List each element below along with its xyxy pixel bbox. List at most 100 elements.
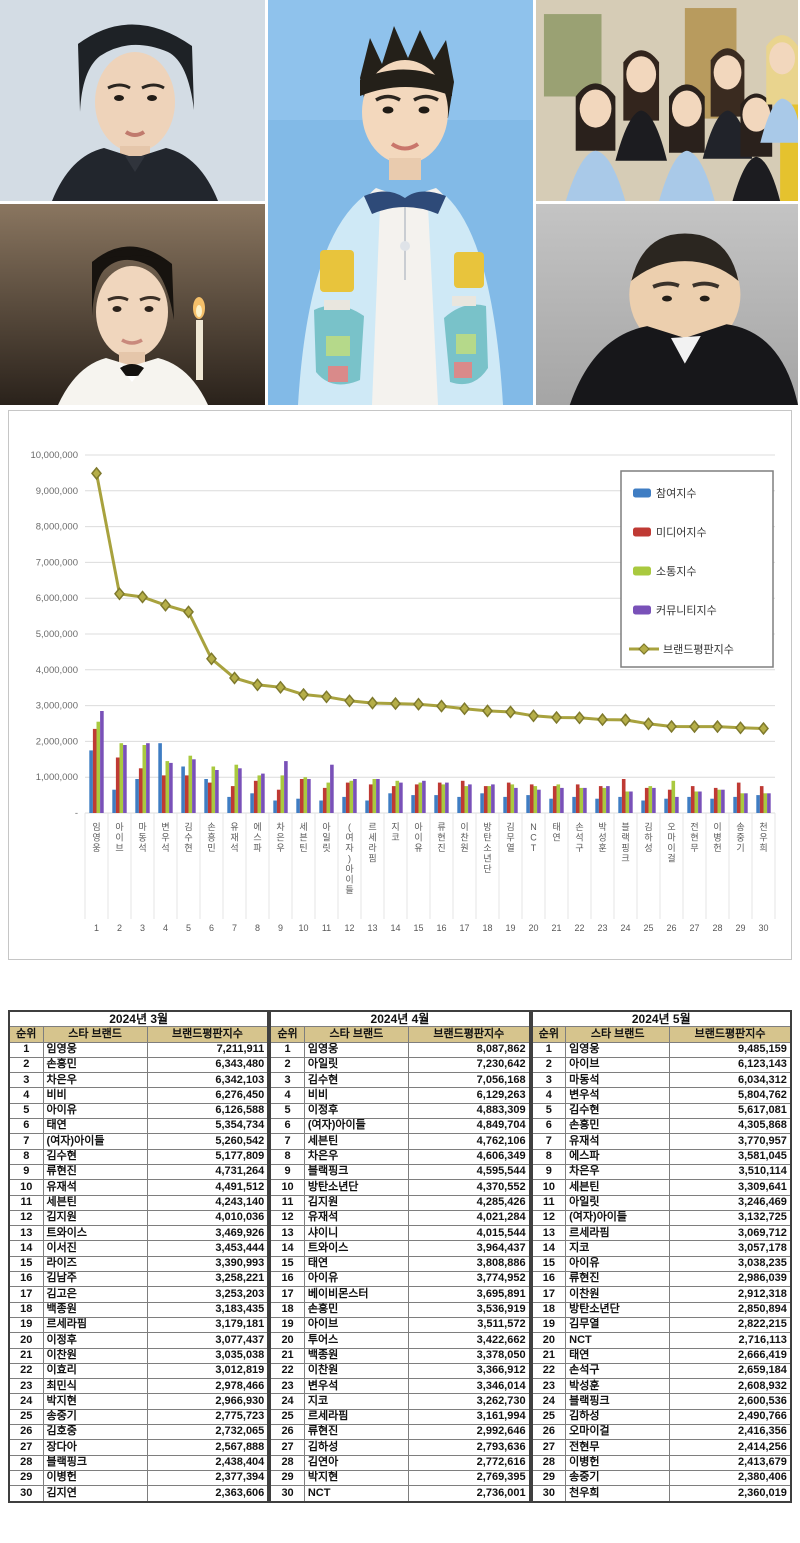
- svg-text:손: 손: [207, 822, 215, 832]
- svg-text:16: 16: [436, 923, 446, 933]
- svg-text:병: 병: [713, 833, 721, 843]
- table-row: 8 김수현 5,177,809: [8, 1148, 269, 1165]
- celebrity-photo-collage: [0, 0, 800, 405]
- ive-group-illustration: [536, 0, 798, 201]
- rank-cell: 26: [531, 1424, 567, 1441]
- star-brand-cell: 전현무: [565, 1439, 671, 1456]
- svg-text:아: 아: [345, 864, 354, 874]
- table-row: 18 손흥민 3,536,919: [269, 1301, 531, 1318]
- svg-text:2,000,000: 2,000,000: [36, 736, 78, 747]
- table-row: 7 세븐틴 4,762,106: [269, 1133, 531, 1150]
- rank-cell: 25: [8, 1408, 44, 1426]
- rank-cell: 6: [531, 1118, 567, 1135]
- index-value-cell: 3,770,957: [669, 1133, 792, 1150]
- svg-text:9: 9: [278, 923, 283, 933]
- svg-text:김: 김: [644, 821, 652, 832]
- svg-text:12: 12: [344, 923, 354, 933]
- table-row: 29 이병헌 2,377,394: [8, 1469, 269, 1487]
- table-row: 4 비비 6,276,450: [8, 1087, 269, 1104]
- svg-text:브: 브: [115, 843, 123, 853]
- star-brand-cell: 차은우: [303, 1148, 409, 1165]
- monthly-ranking-tables: 2024년 3월 순위 스타 브랜드 브랜드평판지수 1 임영웅 7,211,911 2 손흥민…: [8, 1010, 792, 1503]
- rank-cell: 16: [531, 1271, 567, 1288]
- index-value-cell: 9,485,159: [669, 1041, 792, 1058]
- star-brand-cell: 류현진: [565, 1271, 671, 1288]
- table-row: 17 김고은 3,253,203: [8, 1286, 269, 1303]
- star-brand-cell: NCT: [303, 1485, 409, 1502]
- table-row: 11 세븐틴 4,243,140: [8, 1194, 269, 1211]
- rank-cell: 4: [8, 1087, 44, 1104]
- svg-text:25: 25: [643, 923, 653, 933]
- index-value-cell: 6,343,480: [146, 1056, 269, 1074]
- svg-text:마: 마: [667, 833, 676, 843]
- index-value-cell: 3,536,919: [407, 1301, 531, 1318]
- star-brand-cell: 천우희: [565, 1485, 671, 1502]
- star-brand-cell: 차은우: [42, 1072, 148, 1089]
- index-value-cell: 3,057,178: [669, 1240, 792, 1257]
- svg-text:우: 우: [161, 833, 169, 843]
- index-value-cell: 3,183,435: [146, 1301, 269, 1318]
- svg-text:이: 이: [713, 822, 721, 832]
- svg-text:세: 세: [368, 833, 376, 843]
- byeon-woo-seok-photo: [0, 204, 265, 405]
- rank-cell: 16: [269, 1271, 305, 1288]
- svg-text:소: 소: [483, 843, 491, 853]
- index-value-cell: 3,390,993: [146, 1255, 269, 1273]
- index-value-cell: 5,177,809: [146, 1148, 269, 1165]
- star-brand-cell: 김지원: [42, 1209, 148, 1227]
- svg-text:파: 파: [253, 843, 262, 853]
- rank-cell: 11: [8, 1194, 44, 1211]
- table-row: 27 장다아 2,567,888: [8, 1439, 269, 1456]
- rank-cell: 29: [531, 1469, 567, 1487]
- rank-cell: 3: [269, 1072, 305, 1089]
- star-brand-cell: 손흥민: [303, 1301, 409, 1318]
- svg-text:핌: 핌: [368, 854, 376, 864]
- index-value-cell: 2,978,466: [146, 1378, 269, 1395]
- rank-cell: 23: [8, 1378, 44, 1395]
- star-brand-cell: 손석구: [565, 1362, 671, 1380]
- index-value-cell: 6,126,588: [146, 1102, 269, 1120]
- table-row: 26 오마이걸 2,416,356: [531, 1424, 792, 1441]
- rank-cell: 23: [269, 1378, 305, 1395]
- table-row: 6 (여자)아이들 4,849,704: [269, 1118, 531, 1135]
- table-row: 13 트와이스 3,469,926: [8, 1225, 269, 1242]
- index-value-cell: 3,069,712: [669, 1225, 792, 1242]
- index-value-cell: 2,414,256: [669, 1439, 792, 1456]
- rank-cell: 22: [8, 1362, 44, 1380]
- index-value-cell: 4,015,544: [407, 1225, 531, 1242]
- star-brand-cell: 이병헌: [42, 1469, 148, 1487]
- star-brand-cell: 김지원: [303, 1194, 409, 1211]
- table-row: 14 이서진 3,453,444: [8, 1240, 269, 1257]
- index-value-cell: 2,608,932: [669, 1378, 792, 1395]
- svg-text:년: 년: [483, 854, 491, 864]
- table-row: 25 송중기 2,775,723: [8, 1408, 269, 1426]
- kim-soo-hyun-photo: [0, 0, 265, 201]
- svg-text:18: 18: [482, 923, 492, 933]
- index-value-cell: 2,986,039: [669, 1271, 792, 1288]
- svg-text:커뮤니티지수: 커뮤니티지수: [656, 604, 717, 617]
- column-header: 순위: [8, 1026, 44, 1043]
- star-brand-cell: 태연: [42, 1118, 148, 1135]
- column-header: 스타 브랜드: [565, 1026, 671, 1043]
- table-row: 14 지코 3,057,178: [531, 1240, 792, 1257]
- rank-cell: 28: [531, 1454, 567, 1471]
- star-brand-cell: 라이즈: [42, 1255, 148, 1273]
- star-brand-cell: 지코: [565, 1240, 671, 1257]
- table-row: 24 지코 3,262,730: [269, 1393, 531, 1410]
- svg-text:14: 14: [390, 923, 400, 933]
- ma-dong-seok-photo: [536, 204, 798, 405]
- svg-text:6: 6: [209, 923, 214, 933]
- svg-text:일: 일: [322, 833, 330, 843]
- table-row: 27 김하성 2,793,636: [269, 1439, 531, 1456]
- svg-text:석: 석: [575, 833, 583, 843]
- rank-cell: 7: [531, 1133, 567, 1150]
- star-brand-cell: 변우석: [565, 1087, 671, 1104]
- star-brand-cell: 아이브: [565, 1056, 671, 1074]
- svg-text:N: N: [530, 822, 537, 832]
- svg-text:찬: 찬: [460, 833, 468, 843]
- svg-text:29: 29: [735, 923, 745, 933]
- table-row: 18 방탄소년단 2,850,894: [531, 1301, 792, 1318]
- rank-cell: 24: [531, 1393, 567, 1410]
- rank-cell: 26: [269, 1424, 305, 1441]
- table-row: 24 박지현 2,966,930: [8, 1393, 269, 1410]
